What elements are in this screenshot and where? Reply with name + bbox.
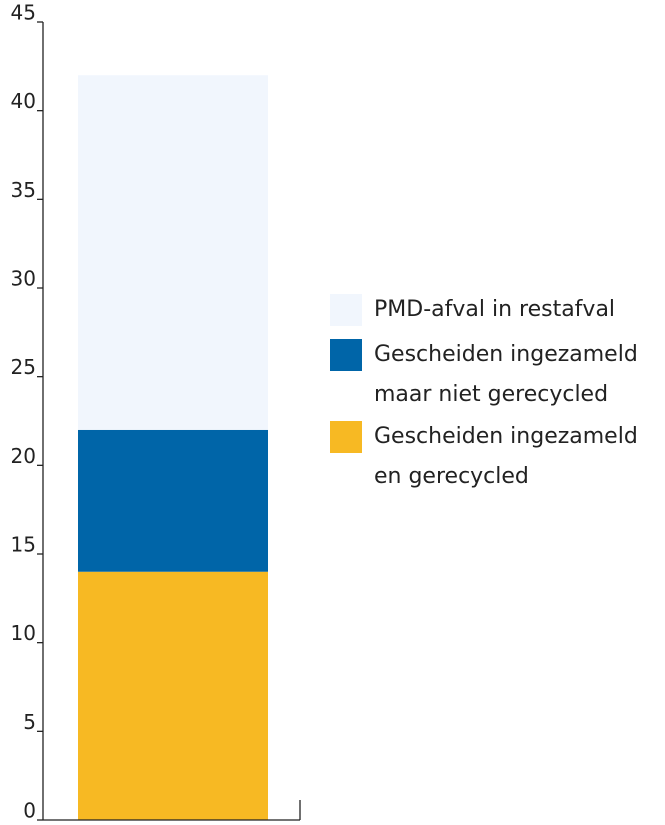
legend-swatch	[330, 339, 362, 371]
legend-entry: Gescheiden ingezameld maar niet gerecycl…	[330, 335, 660, 415]
y-tick-label: 0	[23, 799, 36, 823]
y-tick-label: 20	[11, 444, 36, 468]
legend-label: PMD-afval in restafval	[374, 297, 616, 322]
y-tick-label: 30	[11, 267, 36, 291]
y-tick-label: 45	[11, 1, 36, 25]
y-tick-label: 25	[11, 355, 36, 379]
legend-label: Gescheiden ingezameld maar niet gerecycl…	[374, 342, 638, 407]
bar-segment	[78, 571, 268, 820]
legend-swatch	[330, 294, 362, 326]
y-tick-label: 15	[11, 533, 36, 557]
bar-segment	[78, 429, 268, 572]
y-tick-label: 35	[11, 178, 36, 202]
legend-label: Gescheiden ingezameld en gerecycled	[374, 424, 638, 489]
y-tick-label: 10	[11, 621, 36, 645]
legend-entry: PMD-afval in restafval	[330, 290, 660, 330]
y-tick-label: 40	[11, 89, 36, 113]
legend-swatch	[330, 421, 362, 453]
legend-entry: Gescheiden ingezameld en gerecycled	[330, 417, 660, 497]
bar-segment	[78, 75, 268, 430]
y-tick-label: 5	[23, 710, 36, 734]
